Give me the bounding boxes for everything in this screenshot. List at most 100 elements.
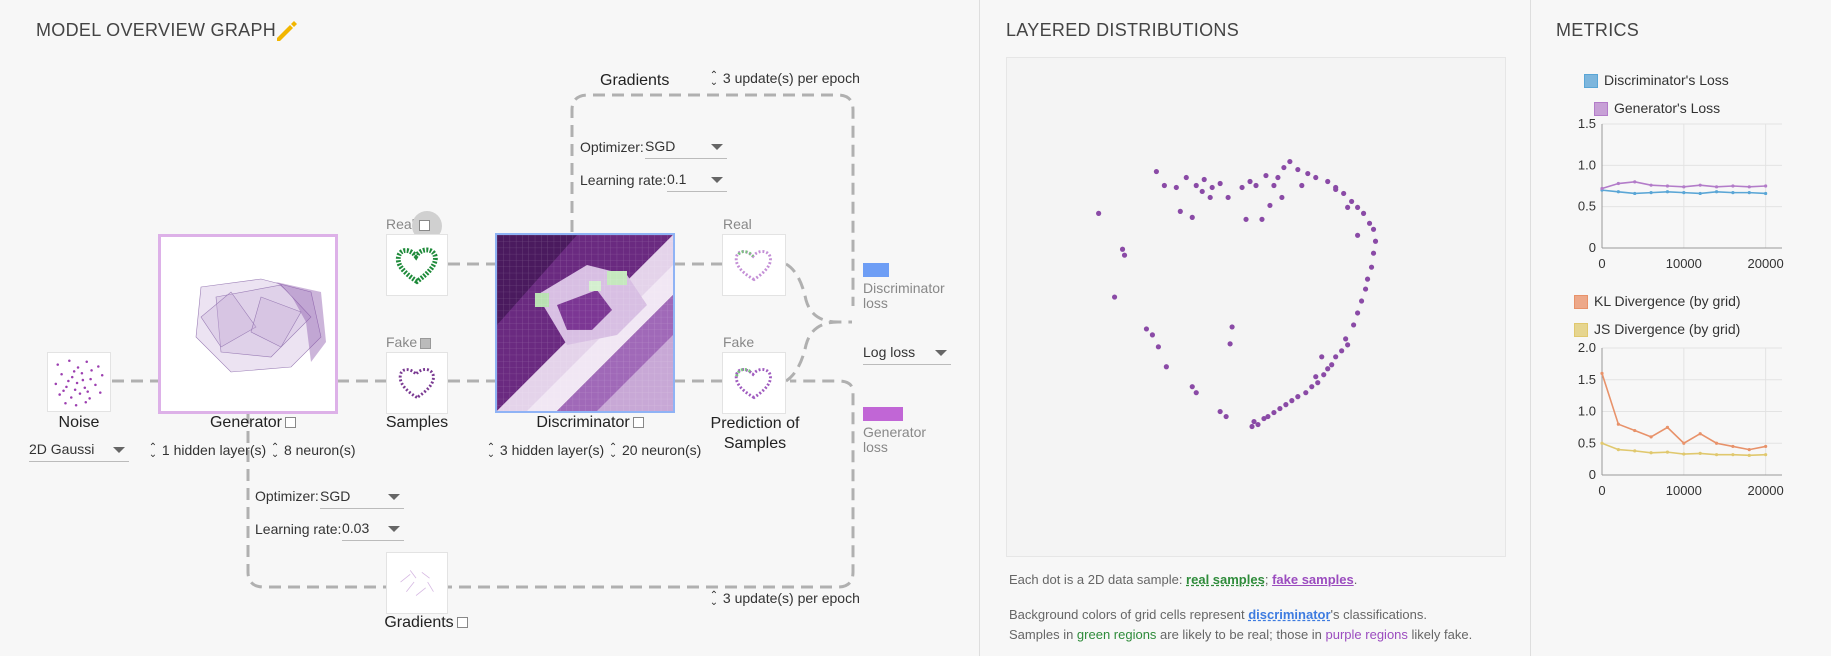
distribution-note-2: Background colors of grid cells represen… xyxy=(1009,607,1509,622)
series-point-0 xyxy=(1633,428,1637,433)
samples-real-label: Real xyxy=(386,216,415,232)
discriminator-loss-swatch xyxy=(863,263,889,277)
gen-lr-select[interactable]: 0.03 xyxy=(342,517,404,541)
chevron-down-icon xyxy=(388,526,400,532)
series-point-0 xyxy=(1600,371,1604,375)
legend-kl-divergence[interactable]: KL Divergence (by grid) xyxy=(1574,287,1741,315)
chevron-down-icon xyxy=(935,350,947,356)
series-point-1 xyxy=(1649,451,1653,455)
series-point-1 xyxy=(1616,181,1620,186)
noise-label: Noise xyxy=(58,414,100,431)
discriminator-layers-stepper[interactable]: ⌃ ⌄ xyxy=(486,442,496,461)
note3-end: likely fake. xyxy=(1407,627,1473,642)
series-point-0 xyxy=(1665,190,1670,194)
generator-neurons: 8 neuron(s) xyxy=(283,442,356,458)
discriminator-box[interactable] xyxy=(495,233,675,413)
discriminator-neurons-stepper[interactable]: ⌃ ⌄ xyxy=(608,442,618,461)
fake-sample-dots xyxy=(1096,158,1379,430)
y-tick-label: 1.0 xyxy=(1578,157,1596,172)
real-samples-thumbnail[interactable] xyxy=(386,234,448,296)
gen-update-config: ⌃ ⌄ 3 update(s) per epoch xyxy=(709,590,860,609)
distribution-plot[interactable] xyxy=(1006,57,1506,557)
series-point-0 xyxy=(1747,191,1751,195)
series-point-0 xyxy=(1649,191,1653,195)
samples-fake-checkbox[interactable] xyxy=(420,337,432,349)
legend-discriminator-loss[interactable]: Discriminator's Loss xyxy=(1584,66,1729,94)
discriminator-label-text: Discriminator xyxy=(536,414,630,431)
gen-updates-value: 3 update(s) per epoch xyxy=(722,590,860,606)
disc-optimizer-value: SGD xyxy=(645,138,676,154)
gen-gradients-checkbox[interactable] xyxy=(456,617,468,629)
generator-neurons-stepper[interactable]: ⌃ ⌄ xyxy=(270,442,280,461)
x-tick-label: 0 xyxy=(1598,483,1605,498)
note3-mid: are likely to be real; those in xyxy=(1156,627,1326,642)
pencil-icon[interactable] xyxy=(273,18,299,44)
series-point-0 xyxy=(1764,444,1768,449)
samples-fake-label-text: Fake xyxy=(386,334,418,350)
prediction-label-line2: Samples xyxy=(723,435,787,452)
legend-swatch-js xyxy=(1574,323,1588,338)
real-samples-toggle[interactable]: real samples xyxy=(1186,572,1265,587)
series-point-0 xyxy=(1731,444,1735,449)
samples-real-checkbox[interactable] xyxy=(419,220,430,231)
series-point-0 xyxy=(1665,425,1670,429)
gen-optimizer-select[interactable]: SGD xyxy=(320,485,404,509)
discriminator-checkbox[interactable] xyxy=(632,417,644,429)
discriminator-heatmap xyxy=(497,235,673,411)
generator-box[interactable] xyxy=(158,234,338,414)
y-tick-label: 1.5 xyxy=(1578,116,1596,131)
noise-distribution-select[interactable]: 2D Gaussi xyxy=(29,438,129,462)
noise-distribution-value: 2D Gaussi xyxy=(29,441,95,457)
generator-loss-line2: loss xyxy=(863,439,888,455)
divergence-legend: KL Divergence (by grid) JS Divergence (b… xyxy=(1574,287,1741,343)
disc-lr-label: Learning rate: xyxy=(580,172,667,188)
series-point-0 xyxy=(1616,422,1620,426)
disc-optimizer-label: Optimizer: xyxy=(580,139,644,155)
divider-right xyxy=(1530,0,1531,656)
prediction-real-thumbnail[interactable] xyxy=(722,234,786,296)
series-point-1 xyxy=(1698,183,1702,187)
series-point-1 xyxy=(1714,453,1719,457)
y-tick-label: 0 xyxy=(1589,467,1596,482)
disc-lr-select[interactable]: 0.1 xyxy=(667,168,727,192)
gen-optimizer-value: SGD xyxy=(320,488,351,504)
generator-layers-stepper[interactable]: ⌃ ⌄ xyxy=(148,442,158,461)
generator-checkbox[interactable] xyxy=(285,417,297,429)
discriminator-loss-label: Discriminator loss xyxy=(863,281,945,311)
loss-type-value: Log loss xyxy=(863,344,916,360)
gen-updates-stepper[interactable]: ⌃ ⌄ xyxy=(709,590,719,609)
legend-kl-label: KL Divergence (by grid) xyxy=(1594,293,1741,309)
series-point-1 xyxy=(1764,184,1768,188)
purple-regions-text: purple regions xyxy=(1325,627,1408,642)
disc-updates-stepper[interactable]: ⌃ ⌄ xyxy=(709,70,719,89)
legend-generator-loss[interactable]: Generator's Loss xyxy=(1584,94,1729,122)
samples-fake-label: Fake xyxy=(386,334,432,350)
legend-swatch-disc xyxy=(1584,74,1598,89)
discriminator-neurons: 20 neuron(s) xyxy=(621,442,702,458)
series-point-0 xyxy=(1633,191,1637,196)
note3-prefix: Samples in xyxy=(1009,627,1077,642)
series-point-1 xyxy=(1698,451,1702,456)
series-point-0 xyxy=(1682,191,1686,195)
noise-thumbnail[interactable] xyxy=(47,352,111,412)
fake-samples-toggle[interactable]: fake samples xyxy=(1272,572,1354,587)
chevron-down-icon xyxy=(113,447,125,453)
series-point-0 xyxy=(1649,435,1653,439)
legend-js-divergence[interactable]: JS Divergence (by grid) xyxy=(1574,315,1741,343)
series-point-1 xyxy=(1616,448,1620,452)
prediction-fake-thumbnail[interactable] xyxy=(722,352,786,414)
series-point-1 xyxy=(1633,180,1637,184)
gen-lr-value: 0.03 xyxy=(342,520,370,536)
series-point-0 xyxy=(1698,432,1702,436)
fake-samples-thumbnail[interactable] xyxy=(386,352,448,414)
gen-lr-label: Learning rate: xyxy=(255,521,342,537)
disc-optimizer-select[interactable]: SGD xyxy=(645,135,727,159)
series-point-0 xyxy=(1714,190,1719,194)
generator-gradients-thumbnail[interactable] xyxy=(386,552,448,614)
discriminator-label: Discriminator xyxy=(520,414,660,432)
series-point-0 xyxy=(1731,191,1735,195)
loss-type-select[interactable]: Log loss xyxy=(863,341,951,365)
distribution-note-3: Samples in green regions are likely to b… xyxy=(1009,627,1509,642)
discriminator-toggle[interactable]: discriminator xyxy=(1248,607,1331,622)
generator-manifold xyxy=(195,278,326,373)
